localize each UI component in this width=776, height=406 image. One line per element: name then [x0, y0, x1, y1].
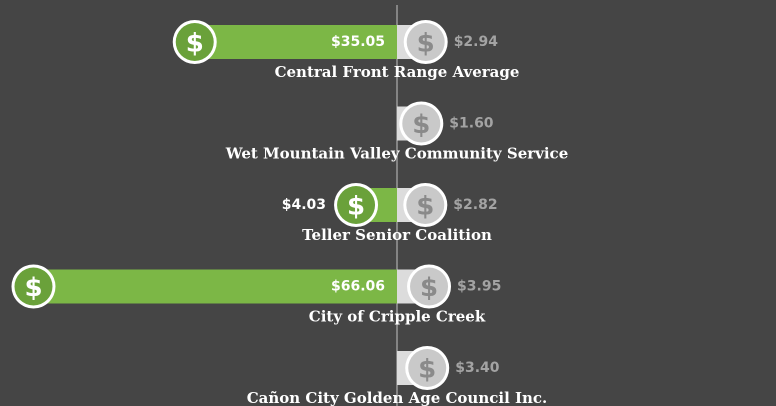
coin-icon — [334, 183, 379, 227]
value-label: $3.95 — [457, 279, 501, 295]
coin-icon — [172, 20, 217, 64]
category-label: Central Front Range Average — [275, 63, 520, 81]
coin-icon — [403, 20, 448, 64]
value-label: $66.06 — [331, 279, 385, 295]
category-label: Wet Mountain Valley Community Service — [225, 145, 569, 163]
value-label: $2.82 — [453, 197, 497, 213]
category-label: Teller Senior Coalition — [302, 226, 492, 244]
value-label: $35.05 — [331, 34, 385, 50]
value-label: $3.40 — [455, 360, 500, 376]
coin-icon — [407, 264, 452, 309]
value-label: $2.94 — [454, 34, 499, 50]
coin-icon — [405, 346, 450, 390]
coin-icon — [399, 101, 444, 146]
bar — [33, 269, 397, 304]
coin-icon — [11, 264, 56, 309]
value-label: $4.03 — [282, 197, 326, 213]
category-label: Cañon City Golden Age Council Inc. — [247, 389, 548, 406]
category-label: City of Cripple Creek — [309, 308, 486, 326]
coin-icon — [403, 183, 448, 227]
bar — [194, 25, 397, 59]
value-label: $1.60 — [449, 116, 494, 132]
